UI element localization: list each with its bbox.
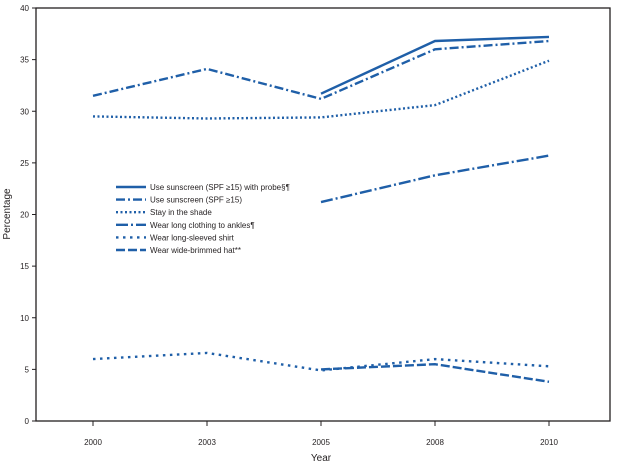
legend-label: Wear long clothing to ankles¶ <box>150 221 255 230</box>
y-tick-label: 5 <box>25 365 30 374</box>
y-tick-label: 40 <box>20 4 29 13</box>
legend-label: Use sunscreen (SPF ≥15) <box>150 196 242 205</box>
y-tick-label: 15 <box>20 262 29 271</box>
x-tick-label: 2005 <box>312 438 330 447</box>
y-tick-label: 0 <box>25 417 30 426</box>
x-tick-label: 2008 <box>426 438 444 447</box>
x-tick-label: 2010 <box>540 438 558 447</box>
series-line-2 <box>92 59 550 120</box>
series-line-5 <box>320 362 550 383</box>
legend-label: Wear long-sleeved shirt <box>150 233 235 242</box>
y-tick-label: 30 <box>20 107 29 116</box>
legend-label: Use sunscreen (SPF ≥15) with probe§¶ <box>150 183 290 192</box>
y-tick-label: 10 <box>20 314 29 323</box>
y-tick-label: 35 <box>20 56 29 65</box>
series-line-0 <box>320 35 550 95</box>
series-line-3 <box>320 154 550 204</box>
x-tick-label: 2003 <box>198 438 216 447</box>
y-tick-label: 20 <box>20 211 29 220</box>
y-tick-label: 25 <box>20 159 29 168</box>
legend-label: Stay in the shade <box>150 208 212 217</box>
y-axis-label: Percentage <box>2 188 13 240</box>
x-axis-label: Year <box>311 453 332 464</box>
series-line-1 <box>92 39 550 101</box>
x-tick-label: 2000 <box>84 438 102 447</box>
series-line-4 <box>92 351 550 372</box>
legend-label: Wear wide-brimmed hat** <box>150 246 241 255</box>
